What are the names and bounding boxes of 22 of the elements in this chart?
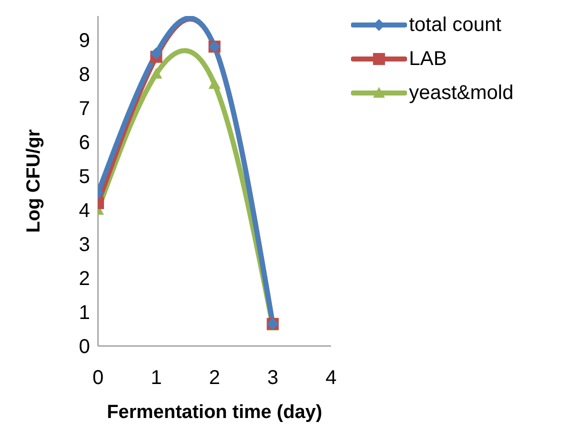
y-tick-label: 1 bbox=[78, 302, 90, 324]
legend-label: LAB bbox=[409, 48, 447, 70]
x-axis-title: Fermentation time (day) bbox=[106, 402, 322, 423]
x-tick-label: 4 bbox=[325, 367, 337, 390]
y-tick-label: 2 bbox=[78, 268, 90, 290]
y-tick-label: 4 bbox=[78, 200, 90, 222]
x-tick-label: 3 bbox=[267, 367, 278, 390]
x-tick-label: 1 bbox=[150, 367, 162, 390]
y-tick-label: 6 bbox=[78, 132, 90, 154]
point bbox=[150, 68, 162, 79]
legend-label: total count bbox=[409, 14, 502, 36]
x-tick-label: 2 bbox=[208, 367, 220, 390]
y-axis-title: Log CFU/gr bbox=[24, 128, 45, 233]
y-tick-label: 9 bbox=[78, 30, 90, 52]
y-tick-label: 7 bbox=[78, 98, 90, 120]
point bbox=[208, 78, 220, 89]
y-tick-label: 0 bbox=[78, 336, 90, 358]
point bbox=[150, 47, 162, 60]
y-tick-label: 5 bbox=[78, 166, 90, 188]
y-tick-label: 3 bbox=[78, 234, 90, 256]
y-tick-label: 8 bbox=[78, 64, 90, 86]
legend-label: yeast&mold bbox=[409, 82, 514, 104]
